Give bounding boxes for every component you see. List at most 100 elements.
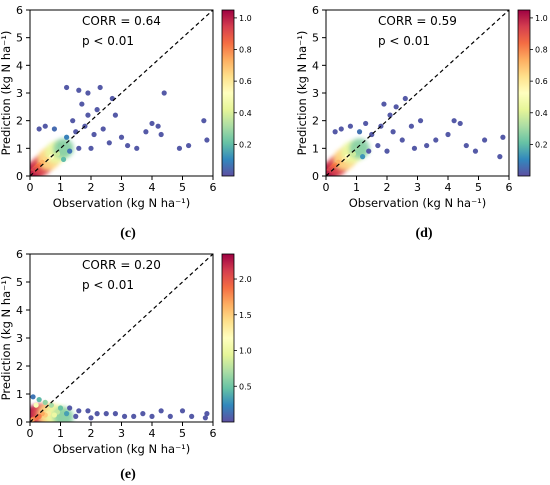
data-point — [85, 90, 91, 96]
data-point — [202, 415, 208, 421]
y-tick-label: 4 — [16, 304, 23, 317]
data-point — [48, 402, 54, 408]
x-axis-label: Observation (kg N ha⁻¹) — [53, 442, 191, 456]
data-point — [158, 131, 164, 138]
data-point — [482, 137, 488, 143]
data-point — [161, 90, 167, 96]
stat-annotation: CORR = 0.64 — [82, 14, 161, 28]
x-tick-label: 0 — [27, 427, 34, 440]
data-point — [158, 408, 164, 414]
colorbar-tick-label: 0.5 — [239, 382, 252, 391]
y-tick-label: 5 — [16, 276, 23, 289]
stat-annotation: p < 0.01 — [82, 34, 134, 48]
data-point — [67, 405, 73, 411]
data-point — [366, 148, 372, 154]
data-point — [91, 131, 97, 138]
plot-area — [30, 394, 210, 422]
data-point — [64, 84, 70, 91]
y-tick-label: 0 — [16, 416, 23, 429]
stat-annotation: CORR = 0.59 — [378, 14, 457, 28]
data-point — [390, 129, 396, 135]
data-point — [36, 397, 42, 403]
colorbar-tick-label: 0.2 — [535, 140, 548, 149]
colorbar-tick-label: 1.0 — [239, 347, 252, 356]
y-tick-label: 5 — [312, 32, 319, 45]
data-point — [51, 412, 58, 418]
data-point — [149, 120, 155, 127]
data-point — [51, 126, 58, 132]
data-point — [176, 145, 183, 151]
data-point — [347, 123, 353, 129]
y-tick-label: 4 — [312, 59, 319, 72]
data-point — [408, 123, 414, 129]
data-point — [42, 399, 48, 405]
colorbar-tick-label: 1.0 — [239, 14, 252, 23]
x-tick-label: 6 — [210, 427, 217, 440]
x-tick-label: 6 — [210, 181, 217, 194]
data-point — [70, 118, 76, 124]
data-point — [204, 137, 210, 143]
scatter-panel: 0 1 2 3 4 5 6 0 1 2 3 4 5 6 Observation (kg N ha⁻¹) Pre… — [0, 248, 252, 482]
data-point — [94, 411, 100, 417]
data-point — [356, 129, 363, 135]
data-point — [97, 84, 103, 91]
panel-label: (d) — [415, 226, 432, 241]
x-tick-label: 1 — [57, 181, 64, 194]
x-axis-label: Observation (kg N ha⁻¹) — [349, 196, 487, 210]
x-tick-label: 1 — [353, 181, 360, 194]
y-tick-label: 0 — [16, 170, 23, 183]
data-point — [112, 411, 118, 417]
data-point — [204, 411, 210, 417]
x-tick-label: 3 — [118, 427, 125, 440]
colorbar-tick-label: 2.0 — [239, 275, 252, 284]
data-point — [88, 145, 94, 151]
data-point — [143, 129, 149, 135]
colorbar-tick-label: 0.6 — [239, 77, 252, 86]
data-point — [76, 408, 82, 414]
data-point — [103, 411, 109, 417]
data-point — [433, 137, 439, 143]
data-point — [64, 411, 70, 417]
plot-area — [30, 84, 210, 176]
data-point — [121, 413, 128, 419]
y-tick-label: 2 — [312, 115, 319, 128]
data-point — [33, 402, 39, 408]
data-point — [140, 411, 146, 417]
y-tick-label: 2 — [16, 360, 23, 373]
data-point — [497, 154, 503, 160]
colorbar-tick-label: 0.4 — [535, 109, 548, 118]
data-point — [189, 413, 195, 419]
data-point — [67, 148, 73, 154]
data-point — [155, 123, 161, 129]
colorbar-tick-label: 0.4 — [239, 109, 252, 118]
data-point — [201, 118, 207, 124]
data-point — [94, 107, 100, 113]
data-point — [76, 145, 82, 151]
x-axis-label: Observation (kg N ha⁻¹) — [53, 196, 191, 210]
data-point — [167, 413, 173, 419]
y-tick-label: 6 — [312, 4, 319, 17]
data-point — [338, 126, 344, 132]
colorbar-tick-label: 1.0 — [535, 14, 548, 23]
x-tick-label: 4 — [149, 427, 156, 440]
data-point — [463, 142, 469, 149]
colorbar-tick-label: 1.5 — [239, 311, 252, 320]
data-point — [472, 148, 479, 154]
data-point — [76, 87, 82, 93]
y-tick-label: 2 — [16, 115, 23, 128]
x-tick-label: 5 — [179, 427, 186, 440]
data-point — [42, 123, 48, 129]
x-tick-label: 6 — [506, 181, 513, 194]
data-point — [393, 104, 399, 110]
data-point — [500, 134, 506, 140]
y-axis-label: Prediction (kg N ha⁻¹) — [0, 31, 13, 156]
y-tick-label: 1 — [16, 142, 23, 155]
data-point — [85, 408, 91, 414]
x-tick-label: 4 — [149, 181, 156, 194]
data-point — [30, 394, 36, 400]
x-tick-label: 2 — [88, 427, 95, 440]
data-point — [149, 413, 155, 419]
data-point — [64, 134, 70, 140]
y-tick-label: 6 — [16, 4, 23, 17]
plot-area — [326, 95, 506, 176]
